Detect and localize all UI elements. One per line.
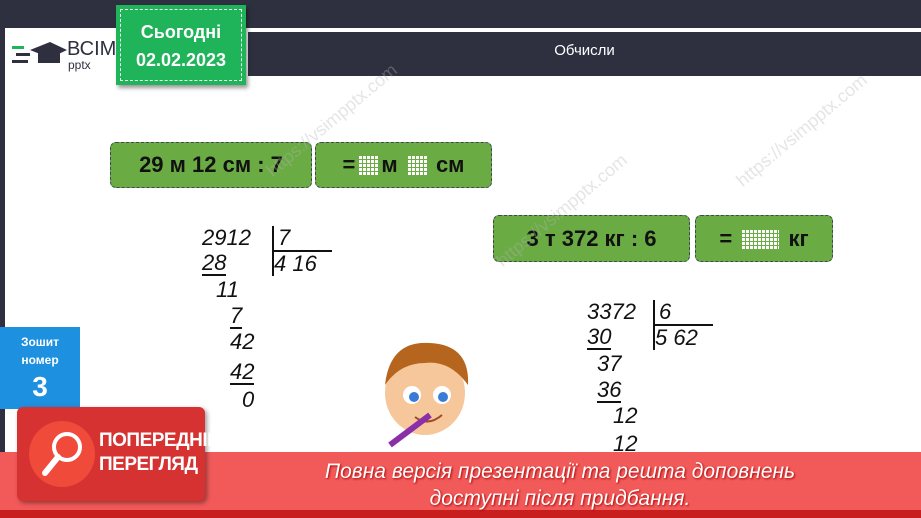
task2-answer: = кг xyxy=(695,215,833,262)
graduation-cap-icon xyxy=(12,42,67,63)
banner-text: Повна версія презентації та решта доповн… xyxy=(324,460,796,510)
logo: ВСІМ pptx xyxy=(12,38,116,73)
long-division-2: 3372 6 5 62 30 37 36 12 12 xyxy=(585,300,725,470)
task1-expression: 29 м 12 см : 7 xyxy=(110,142,312,188)
date-tag: Сьогодні 02.02.2023 xyxy=(116,5,246,85)
date-value: 02.02.2023 xyxy=(135,50,227,70)
page-title: Обчисли xyxy=(554,42,615,59)
banner-stripe xyxy=(0,510,921,518)
long-division-1: 2912 7 4 16 28 11 7 42 42 0 xyxy=(200,226,340,426)
task2-expression: 3 т 372 кг : 6 xyxy=(493,215,690,262)
magnifier-icon xyxy=(42,432,82,476)
answer-grid[interactable] xyxy=(405,154,428,176)
answer-grid[interactable] xyxy=(357,154,380,176)
date-label: Сьогодні xyxy=(140,22,222,42)
task1-answer: = м см xyxy=(315,142,492,188)
answer-grid[interactable] xyxy=(740,227,781,250)
notebook-badge: Зошит номер 3 xyxy=(0,327,80,409)
preview-badge[interactable]: ПОПЕРЕДНІЙ ПЕРЕГЛЯД xyxy=(17,407,221,501)
boy-illustration xyxy=(385,342,469,448)
title-bar xyxy=(248,30,921,76)
